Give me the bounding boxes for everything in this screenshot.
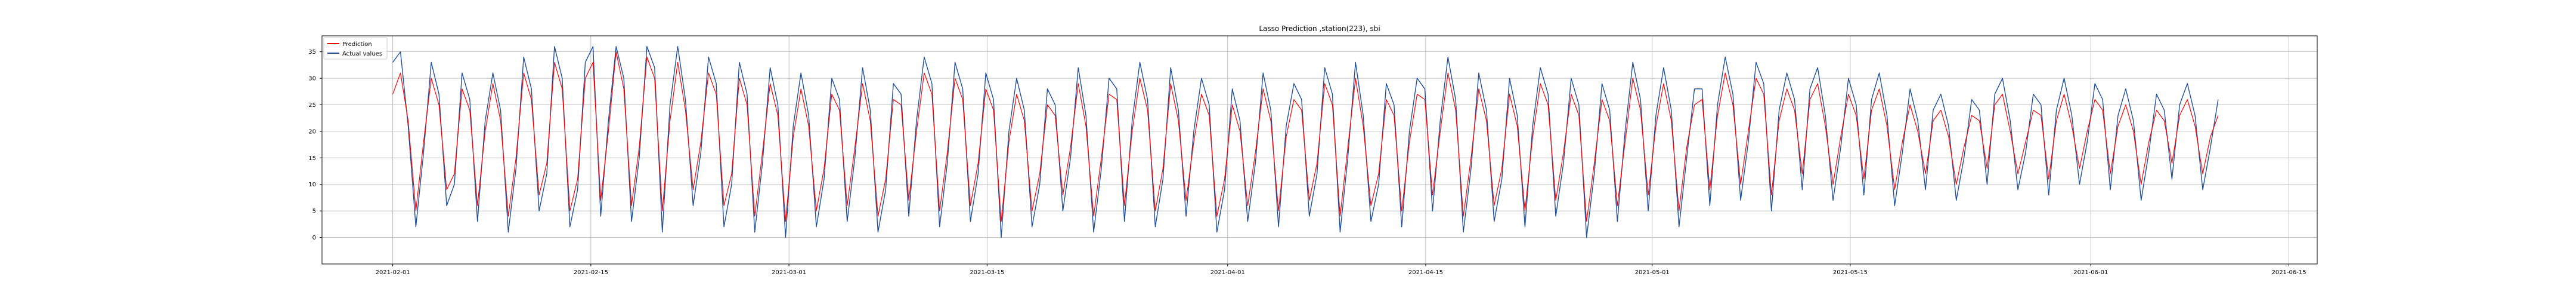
chart-title: Lasso Prediction ,station(223), sbi xyxy=(1259,24,1380,33)
y-tick-label: 30 xyxy=(308,76,316,82)
legend-actual-label: Actual values xyxy=(342,51,382,57)
x-axis: 2021-02-01 2021-02-15 2021-03-01 2021-03-15… xyxy=(376,264,2306,276)
prediction-line xyxy=(392,51,2219,222)
legend-prediction-label: Prediction xyxy=(342,41,372,48)
y-axis: 0 5 10 15 20 25 30 35 xyxy=(308,49,322,241)
x-tick-label: 2021-06-01 xyxy=(2073,269,2108,276)
y-tick-label: 0 xyxy=(312,235,316,241)
x-tick-label: 2021-04-15 xyxy=(1408,269,1443,276)
y-tick-label: 25 xyxy=(308,102,316,109)
x-tick-label: 2021-05-15 xyxy=(1833,269,1868,276)
x-tick-label: 2021-05-01 xyxy=(1635,269,1670,276)
y-tick-label: 35 xyxy=(308,49,316,56)
axes-frame xyxy=(321,35,2318,265)
x-tick-label: 2021-02-01 xyxy=(376,269,410,276)
x-tick-label: 2021-03-01 xyxy=(772,269,806,276)
x-tick-label: 2021-03-15 xyxy=(970,269,1004,276)
y-tick-label: 15 xyxy=(308,155,316,162)
x-tick-label: 2021-04-01 xyxy=(1210,269,1245,276)
y-tick-label: 5 xyxy=(312,208,316,215)
x-tick-label: 2021-06-15 xyxy=(2271,269,2306,276)
legend-box xyxy=(323,37,388,60)
grid-layer xyxy=(322,36,2317,264)
y-tick-label: 20 xyxy=(308,128,316,135)
y-tick-label: 10 xyxy=(308,182,316,188)
axes-background xyxy=(322,36,2317,264)
series-layer xyxy=(392,46,2219,238)
legend: Prediction Actual values xyxy=(323,37,388,60)
x-tick-label: 2021-02-15 xyxy=(574,269,608,276)
